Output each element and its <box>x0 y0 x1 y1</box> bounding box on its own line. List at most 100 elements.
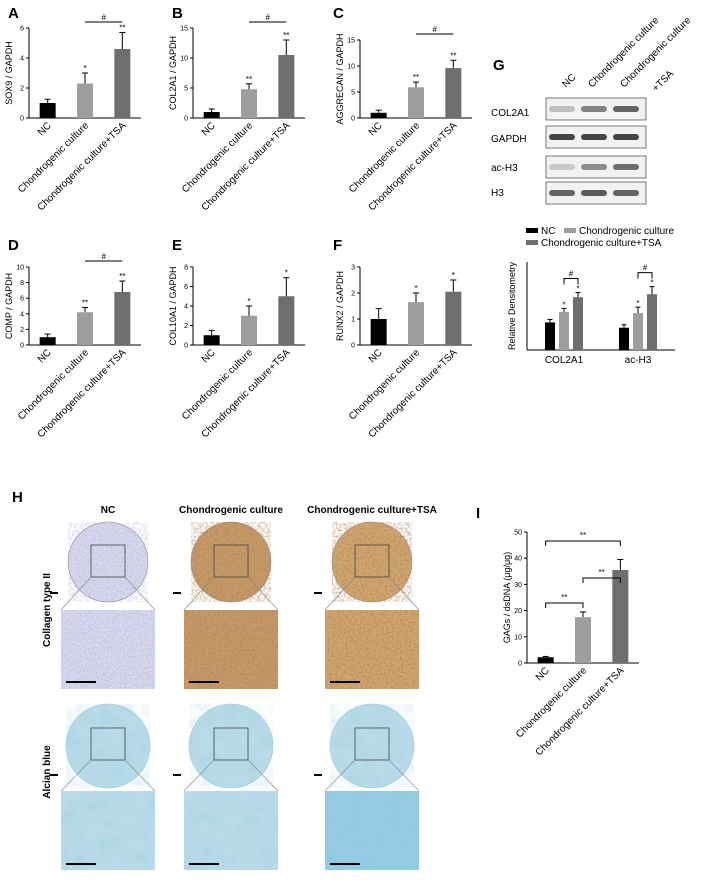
significance-mark: ** <box>119 272 125 281</box>
zoom-box <box>90 544 126 578</box>
bracket-mark: # <box>101 252 106 261</box>
bar <box>647 294 657 350</box>
y-tick-label: 0 <box>184 116 188 123</box>
y-tick-label: 15 <box>180 26 188 33</box>
tissue-texture <box>61 791 155 870</box>
zoom-guide <box>124 576 156 611</box>
y-tick-label: 20 <box>514 608 522 615</box>
blot-header-tsa-suffix: +TSA <box>650 68 676 94</box>
bar <box>114 49 131 118</box>
zoom-guide <box>324 759 356 792</box>
zoom-guide <box>124 759 156 792</box>
bar <box>39 103 56 118</box>
category-label: NC <box>367 120 385 138</box>
blot-band <box>581 190 607 196</box>
y-tick-label: 2 <box>184 323 188 330</box>
tissue-texture <box>325 791 419 870</box>
panel-label-a: A <box>8 5 19 22</box>
bracket-mark: # <box>432 25 437 34</box>
bar <box>278 55 295 118</box>
y-tick-label: 30 <box>514 582 522 589</box>
chart-a: 0 2 4 6 SOX9 / GAPDH NC * Chondrogenic culture *… <box>4 13 141 213</box>
tissue-texture <box>66 704 150 788</box>
y-tick-label: 0 <box>20 343 24 350</box>
zoom-guide <box>247 576 279 611</box>
legend-entry: Chondrogenic culture+TSA <box>541 238 662 249</box>
significance-mark: ** <box>283 31 289 40</box>
y-tick-label: 6 <box>184 284 188 291</box>
zoom-box <box>354 727 390 761</box>
y-tick-label: 0 <box>20 116 24 123</box>
bar <box>619 327 629 350</box>
chart-f: 0 1 2 3 RUNX2 / GAPDH NC * Chondrogenic culture… <box>335 265 472 440</box>
bar <box>408 87 424 118</box>
y-tick-label: 0 <box>518 661 522 668</box>
significance-mark: * <box>247 297 250 306</box>
bar <box>445 291 462 345</box>
y-tick-label: 1 <box>351 317 355 324</box>
panel-label-f: F <box>333 237 342 254</box>
category-label: Chondrogenic culture <box>16 347 91 422</box>
histo-col-tsa: Chondrogenic culture+TSA <box>307 505 437 516</box>
zoom-guide <box>388 759 420 792</box>
bar <box>633 313 643 350</box>
y-axis-label: AGGRECAN / GAPDH <box>335 33 345 124</box>
bar <box>445 68 462 118</box>
bar <box>278 296 295 345</box>
bar <box>370 112 387 118</box>
significance-mark: * <box>83 64 86 73</box>
comparison-bracket <box>545 602 584 608</box>
chart-e: 0 2 4 6 8 COL10A1 / GAPDH NC * Chondrogenic cult… <box>168 265 305 440</box>
y-tick-label: 15 <box>347 38 355 45</box>
zoom-box <box>213 544 249 578</box>
legend-entry: NC <box>541 226 555 237</box>
significance-mark: ** <box>119 24 125 33</box>
western-blot: NC Chondrogenic culture Chondrogenic cul… <box>491 15 694 205</box>
category-label: NC <box>36 120 54 138</box>
y-tick-label: 8 <box>20 280 24 287</box>
significance-mark: * <box>452 271 455 280</box>
tissue-texture <box>184 791 278 870</box>
tissue-texture <box>68 522 148 602</box>
zoom-box <box>213 727 249 761</box>
blot-row-gapdh: GAPDH <box>491 134 527 145</box>
bar <box>77 312 93 345</box>
zoom-box <box>354 544 390 578</box>
y-tick-label: 2 <box>20 86 24 93</box>
y-axis-label: RUNX2 / GAPDH <box>335 271 345 341</box>
histo-col-chondro: Chondrogenic culture <box>179 505 283 516</box>
significance-mark: ** <box>450 51 456 60</box>
blot-band <box>549 190 575 196</box>
panel-label-b: B <box>172 5 183 22</box>
blot-row-col2a1: COL2A1 <box>491 108 530 119</box>
zoom-guide <box>60 576 92 611</box>
y-tick-label: 5 <box>184 86 188 93</box>
significance-mark: * <box>414 284 417 293</box>
blot-band <box>581 134 607 140</box>
y-tick-label: 4 <box>20 311 24 318</box>
bracket-mark: # <box>101 13 106 22</box>
bar <box>573 297 583 350</box>
y-tick-label: 6 <box>20 26 24 33</box>
tissue-texture <box>325 610 419 689</box>
category-label: NC <box>36 347 54 365</box>
category-label: COL2A1 <box>545 355 584 366</box>
zoom-guide <box>183 576 215 611</box>
category-label: Chondrogenic culture <box>180 347 255 422</box>
comparison-bracket <box>637 272 653 279</box>
bracket-mark: # <box>643 264 648 273</box>
category-label: NC <box>534 665 552 683</box>
category-label: NC <box>367 347 385 365</box>
bracket-mark: # <box>569 270 574 279</box>
category-label: ac-H3 <box>625 355 652 366</box>
category-label: Chondrogenic culture <box>347 347 422 422</box>
y-tick-label: 3 <box>351 265 355 272</box>
tissue-texture <box>332 522 412 602</box>
blot-header-nc: NC <box>560 72 578 90</box>
y-tick-label: 10 <box>16 265 24 272</box>
